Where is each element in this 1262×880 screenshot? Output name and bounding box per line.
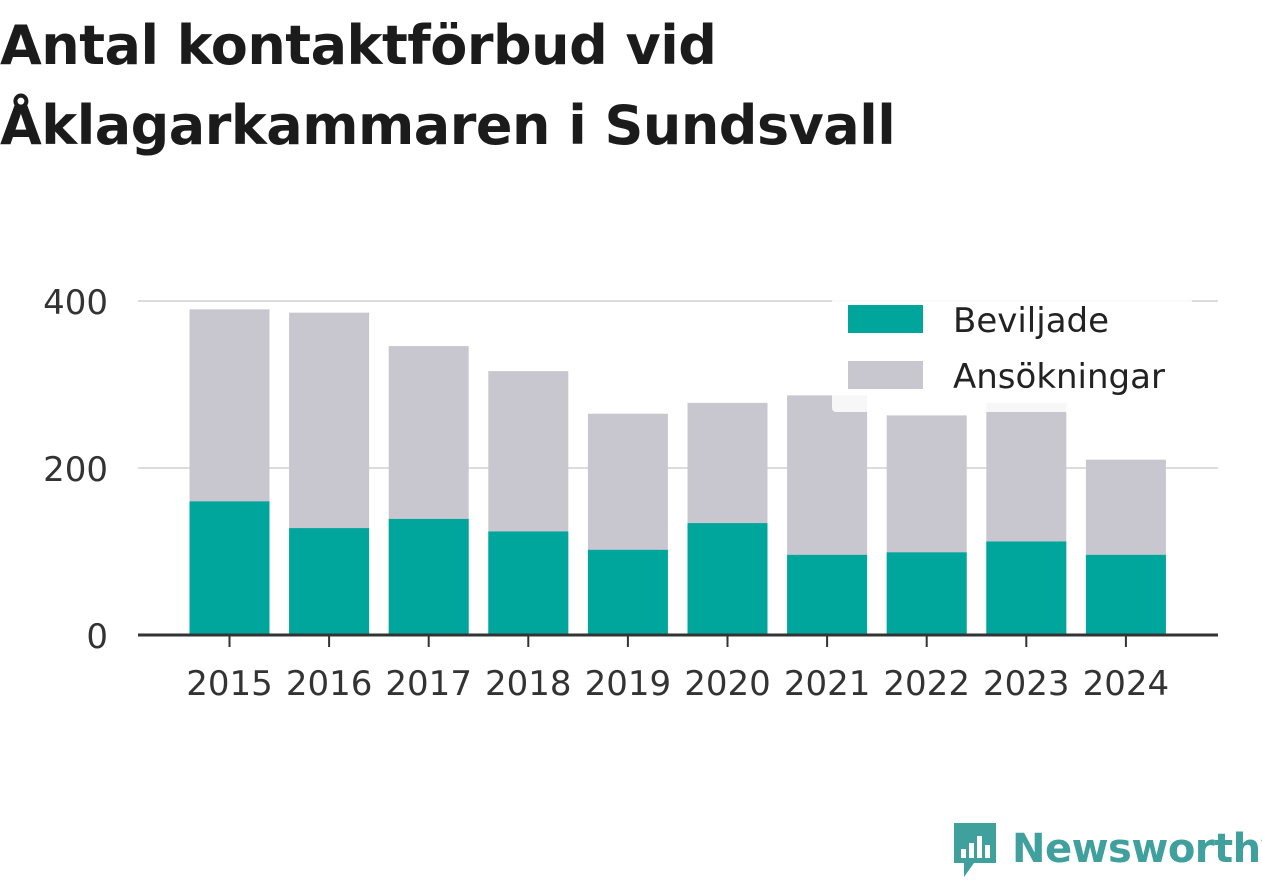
bar-beviljade: [488, 531, 569, 635]
chart-title-line-2: Åklagarkammaren i Sundsvall: [0, 94, 896, 157]
y-tick-label: 200: [43, 450, 108, 490]
bar-beviljade: [1085, 554, 1166, 635]
brand-logo: Newsworthy: [950, 818, 1262, 880]
brand-name: Newsworthy: [1012, 826, 1262, 872]
bar-beviljade: [886, 552, 967, 635]
bar-beviljade: [189, 501, 270, 635]
x-tick-label: 2020: [684, 664, 771, 704]
chart-title-line-1: Antal kontaktförbud vid: [0, 14, 717, 77]
x-tick-label: 2016: [286, 664, 373, 704]
newsworthy-logo-icon: [954, 823, 996, 877]
bar-beviljade: [687, 523, 768, 635]
legend-swatch: [848, 361, 923, 389]
bar-beviljade: [289, 528, 370, 635]
x-tick-label: 2023: [983, 664, 1070, 704]
bar-beviljade: [587, 549, 668, 635]
bar-beviljade: [388, 518, 469, 635]
x-tick-label: 2017: [385, 664, 472, 704]
x-tick-label: 2024: [1083, 664, 1170, 704]
x-tick-label: 2021: [784, 664, 871, 704]
bar-beviljade: [986, 541, 1067, 635]
legend-label: Ansökningar: [953, 357, 1165, 397]
x-tick-label: 2015: [186, 664, 273, 704]
x-tick-label: 2018: [485, 664, 572, 704]
y-tick-label: 0: [86, 617, 108, 657]
bar-beviljade: [787, 554, 868, 635]
chart-title: Antal kontaktförbud vid Åklagarkammaren …: [0, 6, 1100, 166]
x-tick-label: 2022: [883, 664, 970, 704]
legend-swatch: [848, 305, 923, 333]
x-tick-label: 2019: [585, 664, 672, 704]
legend-label: Beviljade: [953, 301, 1109, 341]
y-tick-label: 400: [43, 283, 108, 323]
